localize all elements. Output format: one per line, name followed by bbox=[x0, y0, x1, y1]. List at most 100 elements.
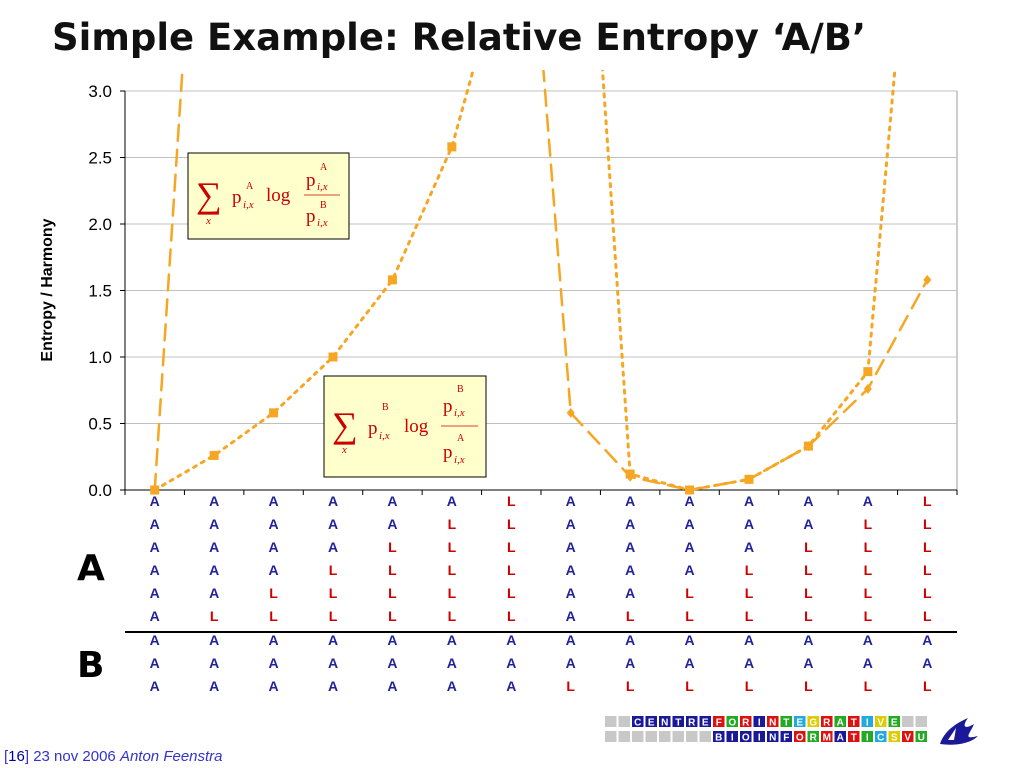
sequence-letter-a: A bbox=[566, 585, 576, 601]
sequence-letter-b: A bbox=[506, 632, 516, 648]
sequence-letter-a: A bbox=[566, 539, 576, 555]
sequence-letter-a: L bbox=[507, 493, 516, 509]
logo-row2-letter: I bbox=[758, 733, 761, 744]
sequence-letter-b: A bbox=[922, 632, 932, 648]
sequence-letter-a: A bbox=[625, 516, 635, 532]
logo-row1-letter: R bbox=[688, 718, 696, 729]
sequence-letter-b: A bbox=[803, 655, 813, 671]
logo-cell bbox=[672, 731, 684, 742]
y-tick-label: 0.5 bbox=[88, 415, 112, 434]
logo-letter-cell bbox=[888, 731, 900, 742]
logo-letter-cell bbox=[699, 716, 711, 727]
logo-letter-cell bbox=[807, 731, 819, 742]
denominator-p: p bbox=[306, 206, 316, 227]
sequence-letter-a: L bbox=[210, 608, 219, 624]
sequence-letter-a: L bbox=[923, 585, 932, 601]
y-axis-ticks: 0.0 0.5 1.0 1.5 2.0 2.5 3.0 bbox=[88, 82, 125, 500]
logo-letter-cell bbox=[848, 716, 860, 727]
series-2-point bbox=[923, 274, 932, 285]
logo-row2-letter: V bbox=[904, 733, 911, 744]
sequence-letter-b: L bbox=[566, 678, 575, 694]
sequence-letter-a: A bbox=[685, 516, 695, 532]
sequence-letter-a: L bbox=[448, 516, 457, 532]
sequence-letter-a: A bbox=[328, 539, 338, 555]
group-a-label: A bbox=[77, 548, 105, 589]
logo-row2-letter: S bbox=[891, 733, 898, 744]
sequence-letter-a: A bbox=[744, 493, 754, 509]
sequence-letter-a: A bbox=[150, 562, 160, 578]
sequence-letter-a: A bbox=[447, 493, 457, 509]
series-2-point bbox=[626, 471, 635, 482]
logo-letter-cell bbox=[848, 731, 860, 742]
sequence-letter-a: A bbox=[209, 516, 219, 532]
y-tick-label: 2.5 bbox=[88, 149, 112, 168]
sum-symbol: ∑ bbox=[332, 405, 358, 445]
sequence-letter-a: L bbox=[448, 562, 457, 578]
sequence-letter-a: L bbox=[388, 539, 397, 555]
sequence-letter-a: A bbox=[387, 516, 397, 532]
series-2-point bbox=[150, 485, 159, 495]
sequence-letter-a: L bbox=[864, 608, 873, 624]
sequence-letter-a: L bbox=[864, 562, 873, 578]
sequence-letter-a: L bbox=[507, 585, 516, 601]
logo-cell bbox=[632, 731, 644, 742]
logo-letter-cell bbox=[740, 731, 752, 742]
sequence-letter-a: L bbox=[388, 608, 397, 624]
sequence-letter-a: L bbox=[507, 539, 516, 555]
logo-row2-letter: O bbox=[742, 733, 750, 744]
logo-row2-letter: R bbox=[810, 733, 818, 744]
sequence-letter-b: A bbox=[269, 632, 279, 648]
logo-letter-cell bbox=[807, 716, 819, 727]
logo-row1-letter: I bbox=[758, 718, 761, 729]
sequence-letter-a: L bbox=[745, 585, 754, 601]
sequence-letter-a: L bbox=[329, 585, 338, 601]
sequence-letter-a: A bbox=[566, 516, 576, 532]
logo-row1-letter: T bbox=[675, 718, 681, 729]
sequence-letter-b: L bbox=[864, 678, 873, 694]
logo-cell bbox=[618, 716, 630, 727]
sequence-letter-a: A bbox=[209, 562, 219, 578]
weight-p: p bbox=[368, 418, 378, 439]
logo-letter-cell bbox=[902, 731, 914, 742]
weight-p: p bbox=[232, 187, 242, 208]
sequence-letter-a: L bbox=[626, 608, 635, 624]
logo-letter-cell bbox=[861, 731, 873, 742]
sequence-letter-a: A bbox=[566, 562, 576, 578]
logo-row1-letter: I bbox=[866, 718, 869, 729]
numerator-sup: A bbox=[320, 162, 328, 173]
weight-sub: i,x bbox=[379, 430, 390, 442]
logo-letter-cell bbox=[821, 731, 833, 742]
sequence-letter-a: L bbox=[864, 585, 873, 601]
page-number: 16 bbox=[8, 748, 25, 765]
logo-letter-cell bbox=[726, 716, 738, 727]
sequence-letter-a: A bbox=[685, 493, 695, 509]
sum-symbol: ∑ bbox=[196, 175, 222, 215]
sequence-letter-a: A bbox=[803, 516, 813, 532]
sequence-letter-b: A bbox=[447, 632, 457, 648]
logo-letter-cell bbox=[794, 731, 806, 742]
sequence-letter-a: L bbox=[745, 608, 754, 624]
sum-index: x bbox=[341, 444, 347, 456]
sequence-letter-b: A bbox=[269, 678, 279, 694]
group-b-label: B bbox=[77, 645, 105, 686]
y-tick-label: 1.5 bbox=[88, 282, 112, 301]
logo-letter-cell bbox=[875, 731, 887, 742]
numerator-p: p bbox=[443, 396, 453, 417]
logo-letter-cell bbox=[834, 716, 846, 727]
sequence-letter-a: A bbox=[744, 539, 754, 555]
series-1-point bbox=[328, 352, 338, 362]
logo-letter-cell bbox=[767, 731, 779, 742]
logo-row1-letter: C bbox=[634, 718, 641, 729]
sequence-letter-a: A bbox=[744, 516, 754, 532]
sequence-letter-b: A bbox=[447, 678, 457, 694]
logo-row2-letter: M bbox=[823, 733, 831, 744]
sequence-letter-b: A bbox=[685, 655, 695, 671]
footer-date: 23 nov 2006 bbox=[33, 748, 116, 765]
sequence-letter-a: A bbox=[269, 562, 279, 578]
logo-row1-letter: V bbox=[877, 718, 884, 729]
numerator-sub: i,x bbox=[454, 407, 465, 419]
logo-row1-letter: R bbox=[742, 718, 750, 729]
sequence-letter-a: L bbox=[448, 608, 457, 624]
sequence-letter-a: L bbox=[448, 585, 457, 601]
denominator-p: p bbox=[443, 442, 453, 463]
